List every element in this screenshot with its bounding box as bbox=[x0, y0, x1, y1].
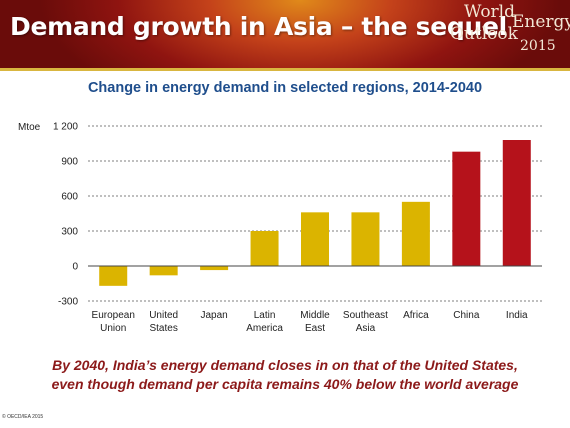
header-banner: Demand growth in Asia – the sequel World… bbox=[0, 0, 570, 71]
slide-title: Demand growth in Asia – the sequel bbox=[10, 12, 507, 41]
x-category-label: India bbox=[506, 310, 528, 321]
world-energy-outlook-logo: World Energy Outlook 2015 bbox=[450, 2, 570, 64]
bar bbox=[401, 201, 430, 266]
bar bbox=[301, 212, 329, 266]
y-tick-label: 0 bbox=[72, 262, 78, 273]
logo-word-energy: Energy bbox=[512, 12, 570, 32]
x-category-label: Africa bbox=[403, 310, 429, 321]
logo-word-outlook: Outlook bbox=[450, 24, 518, 44]
bar bbox=[200, 266, 229, 271]
x-category-label: States bbox=[149, 323, 177, 334]
x-category-label: Southeast bbox=[343, 310, 388, 321]
bar bbox=[149, 266, 178, 276]
chart-title: Change in energy demand in selected regi… bbox=[87, 80, 483, 96]
x-category-label: United bbox=[149, 310, 178, 321]
bar bbox=[502, 140, 531, 266]
y-tick-label: 300 bbox=[61, 227, 78, 238]
logo-word-world: World bbox=[464, 2, 515, 22]
y-tick-label: -300 bbox=[58, 297, 78, 308]
y-axis-unit-label: Mtoe bbox=[18, 122, 41, 133]
logo-year: 2015 bbox=[520, 38, 556, 54]
x-category-label: America bbox=[246, 323, 283, 334]
bar bbox=[452, 151, 481, 266]
x-category-label: Asia bbox=[356, 323, 376, 334]
y-tick-label: 1 200 bbox=[53, 122, 78, 133]
x-category-label: European bbox=[92, 310, 135, 321]
x-category-label: Japan bbox=[200, 310, 227, 321]
bar-chart: Mtoe -300 0 300 600 900 1 200 European Union Unit… bbox=[18, 122, 542, 334]
bar bbox=[351, 212, 380, 266]
y-tick-label: 600 bbox=[61, 192, 78, 203]
x-category-label: East bbox=[305, 323, 325, 334]
caption-line-1: By 2040, India’s energy demand closes in… bbox=[52, 357, 518, 373]
caption-line-2: even though demand per capita remains 40… bbox=[51, 376, 519, 392]
x-category-label: China bbox=[453, 310, 480, 321]
copyright-notice: © OECD/IEA 2015 bbox=[2, 414, 44, 420]
slide-caption: By 2040, India’s energy demand closes in… bbox=[0, 356, 570, 394]
bar bbox=[250, 231, 279, 266]
y-tick-label: 900 bbox=[61, 157, 78, 168]
x-category-label: Middle bbox=[300, 310, 330, 321]
x-category-label: Union bbox=[100, 323, 126, 334]
bar bbox=[99, 266, 128, 286]
x-category-label: Latin bbox=[254, 310, 276, 321]
